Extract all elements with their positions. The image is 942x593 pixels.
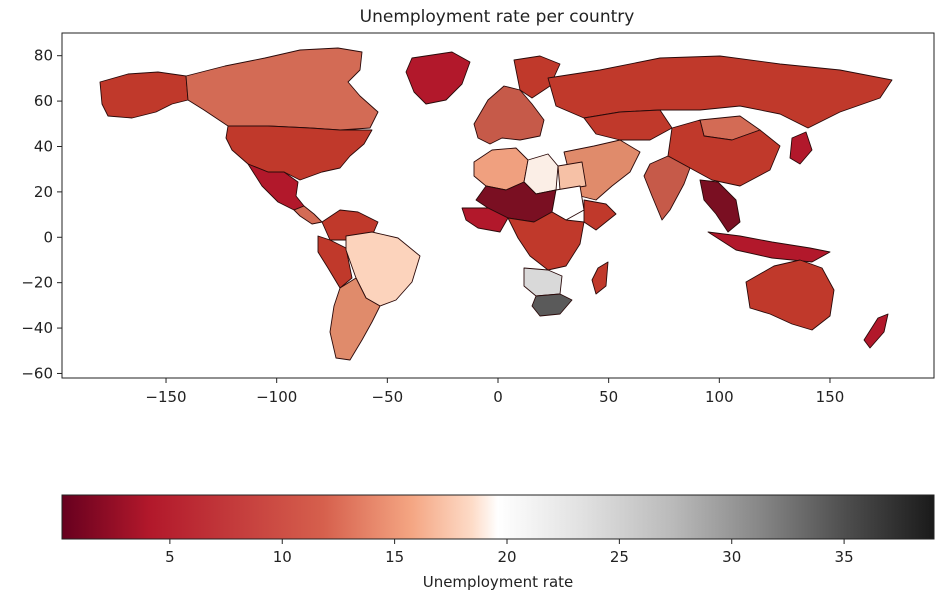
region-kazakhstan: [583, 109, 673, 141]
region-southeast-asia: [699, 179, 741, 233]
region-argentina-chile: [329, 277, 381, 361]
region-namibia-botswana: [523, 267, 563, 297]
y-tick-label: 60: [34, 92, 53, 110]
x-axis: −150 −100 −50 0 50 100 150: [145, 378, 844, 406]
y-tick-label: 40: [34, 137, 53, 155]
region-indonesia: [707, 231, 831, 263]
region-central-africa: [507, 211, 585, 271]
region-colombia-venezuela: [321, 209, 379, 241]
colorbar-tick-label: 20: [497, 548, 516, 566]
y-tick-label: −20: [21, 274, 53, 292]
y-tick-label: −60: [21, 364, 53, 382]
colorbar-tick-label: 15: [385, 548, 404, 566]
x-tick-label: 50: [599, 388, 618, 406]
region-brazil: [345, 231, 421, 307]
y-tick-label: 80: [34, 47, 53, 65]
region-western-europe: [473, 85, 545, 145]
region-alaska: [99, 71, 189, 119]
region-central-america: [293, 205, 323, 225]
colorbar-tick-label: 5: [165, 548, 175, 566]
colorbar-label: Unemployment rate: [423, 573, 574, 591]
colorbar-tick-label: 35: [835, 548, 854, 566]
colorbar-tick-label: 30: [722, 548, 741, 566]
colorbar-ticks: 5 10 15 20 25 30 35: [165, 539, 854, 566]
region-south-africa: [531, 293, 573, 317]
region-madagascar: [591, 261, 609, 295]
y-tick-label: 0: [43, 228, 53, 246]
colorbar-tick-label: 10: [273, 548, 292, 566]
region-mexico: [247, 163, 305, 211]
y-tick-label: −40: [21, 319, 53, 337]
region-west-africa: [461, 207, 509, 233]
region-new-zealand: [863, 313, 889, 349]
x-tick-label: 150: [816, 388, 845, 406]
region-sudan: [551, 185, 585, 221]
x-tick-label: 0: [493, 388, 503, 406]
region-peru-ecuador: [317, 235, 353, 289]
region-japan: [789, 131, 813, 165]
region-greenland: [405, 51, 471, 105]
y-tick-label: 20: [34, 183, 53, 201]
region-india: [643, 155, 691, 221]
x-tick-label: −150: [145, 388, 186, 406]
x-tick-label: −100: [256, 388, 297, 406]
region-usa: [225, 125, 373, 181]
region-australia: [745, 259, 835, 331]
region-horn-of-africa: [583, 199, 617, 231]
x-tick-label: 100: [705, 388, 734, 406]
y-axis: −60 −40 −20 0 20 40 60 80: [21, 47, 62, 382]
colorbar: [61, 494, 935, 540]
x-tick-label: −50: [372, 388, 404, 406]
chart-title: Unemployment rate per country: [360, 7, 635, 27]
region-egypt: [557, 161, 587, 191]
region-canada: [185, 47, 379, 131]
colorbar-tick-label: 25: [610, 548, 629, 566]
